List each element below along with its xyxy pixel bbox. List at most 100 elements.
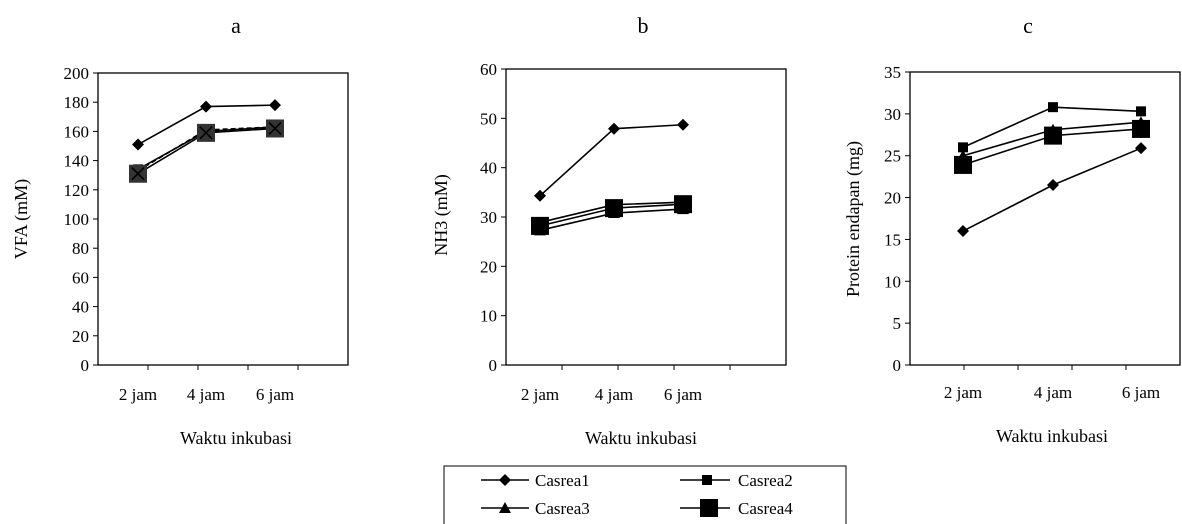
panel-c-x-tick-label: 4 jam [1034, 383, 1072, 402]
panel-a-y-tick-label: 40 [72, 298, 89, 317]
panel-a-point-Casrea1 [269, 99, 281, 112]
panel-b-point-Casrea1 [534, 189, 546, 202]
panel-b-point-Casrea4 [605, 199, 623, 218]
panel-c-y-tick-label: 10 [884, 272, 901, 291]
legend-items: Casrea1 Casrea2 Casrea3 Casrea4 [481, 471, 793, 518]
legend-marker [700, 499, 718, 517]
panel-a-x-tick-label: 4 jam [187, 385, 225, 404]
panel-c-point-Casrea2 [1048, 102, 1058, 113]
panel-b-x-ticks: 2 jam 4 jam 6 jam [521, 365, 731, 404]
panel-c-point-Casrea2 [1136, 106, 1146, 117]
legend-label: Casrea2 [738, 471, 793, 490]
panel-a-cross-marker [199, 126, 213, 140]
panel-c-x-ticks: 2 jam 4 jam 6 jam [944, 365, 1160, 402]
panel-b-y-tick-label: 60 [480, 60, 497, 79]
panel-c-y-tick-label: 15 [884, 230, 901, 249]
panel-c-y-tick-label: 5 [893, 314, 902, 333]
panel-a-cross-marker [268, 121, 282, 136]
panel-c-y-axis-title: Protein endapan (mg) [843, 141, 864, 297]
panel-a-cross-marker [131, 167, 145, 181]
panel-a-line-Casrea3 [137, 126, 276, 172]
panel-b: b 0 10 20 30 40 50 60 2 jam 4 jam 6 jam NH3 (mM)… [431, 13, 787, 448]
panel-c-point-Casrea1 [957, 225, 969, 238]
legend-box [443, 465, 847, 524]
panel-a-letter: a [231, 13, 241, 38]
panel-a-y-tick-label: 100 [64, 210, 90, 229]
panel-a-y-tick-label: 80 [72, 239, 89, 258]
panel-c-plot-frame [909, 71, 1181, 366]
panel-a: a 0 20 40 60 80 100 120 140 160 180 200 2 jam 4 jam… [11, 13, 349, 448]
legend-label: Casrea3 [535, 499, 590, 518]
panel-c-point-Casrea2 [958, 142, 968, 153]
panel-c-y-tick-label: 20 [884, 189, 901, 208]
panel-b-y-ticks: 0 10 20 30 40 50 60 [480, 60, 506, 375]
panel-c-y-tick-label: 25 [884, 147, 901, 166]
panel-c-series-Casrea4 [954, 119, 1150, 174]
legend-entry-Casrea2: Casrea2 [680, 471, 793, 490]
panel-c: c 0 5 10 15 20 25 30 35 2 jam 4 jam 6 jam Protein… [843, 13, 1181, 446]
panel-c-point-Casrea4 [1044, 126, 1062, 145]
panel-b-y-tick-label: 40 [480, 159, 497, 178]
panel-c-x-tick-label: 2 jam [944, 383, 982, 402]
panel-b-y-tick-label: 10 [480, 307, 497, 326]
panel-c-x-tick-label: 6 jam [1122, 383, 1160, 402]
legend-marker [499, 474, 511, 486]
legend: Casrea1 Casrea2 Casrea3 Casrea4 [443, 465, 847, 524]
legend-entry-Casrea3: Casrea3 [481, 499, 590, 518]
panel-b-y-tick-label: 50 [480, 109, 497, 128]
panel-a-y-tick-label: 180 [64, 93, 90, 112]
panel-b-point-Casrea4 [531, 216, 549, 235]
panel-b-y-axis-title: NH3 (mM) [431, 174, 452, 256]
panel-a-y-ticks: 0 20 40 60 80 100 120 140 160 180 200 [64, 64, 98, 375]
panel-a-point-Casrea1 [132, 138, 144, 151]
panel-c-point-Casrea4 [954, 155, 972, 174]
panel-a-y-tick-label: 60 [72, 268, 89, 287]
panel-c-series-Casrea1 [957, 142, 1147, 238]
panel-b-y-tick-label: 0 [489, 356, 498, 375]
panel-a-y-tick-label: 140 [64, 152, 90, 171]
panel-b-y-tick-label: 20 [480, 257, 497, 276]
panel-c-y-tick-label: 0 [893, 356, 902, 375]
panel-a-series-Casrea4 [129, 119, 284, 183]
panel-c-point-Casrea1 [1135, 142, 1147, 155]
panel-b-series [531, 118, 692, 236]
panel-b-series-Casrea4 [531, 195, 692, 235]
legend-label: Casrea4 [738, 499, 793, 518]
panel-b-x-tick-label: 4 jam [595, 385, 633, 404]
panel-a-y-tick-label: 20 [72, 327, 89, 346]
panel-c-y-ticks: 0 5 10 15 20 25 30 35 [884, 63, 910, 375]
panel-a-series-Casrea1 [132, 99, 281, 151]
panel-c-series-Casrea2 [958, 102, 1146, 153]
panel-a-x-axis-title: Waktu inkubasi [180, 428, 292, 448]
panel-a-y-tick-label: 160 [64, 122, 90, 141]
panel-a-x-tick-label: 2 jam [119, 385, 157, 404]
panel-c-x-axis-title: Waktu inkubasi [996, 426, 1108, 446]
panel-b-line-Casrea1 [539, 123, 684, 197]
panel-a-y-tick-label: 200 [64, 64, 90, 83]
legend-marker [499, 502, 511, 513]
panel-b-x-axis-title: Waktu inkubasi [585, 428, 697, 448]
panel-a-y-tick-label: 120 [64, 181, 90, 200]
panel-a-point-Casrea1 [200, 100, 212, 113]
panel-b-x-tick-label: 6 jam [664, 385, 702, 404]
panel-a-y-tick-label: 0 [81, 356, 90, 375]
panel-b-point-Casrea1 [677, 118, 689, 131]
panel-a-x-ticks: 2 jam 4 jam 6 jam [119, 365, 299, 404]
panel-b-point-Casrea1 [608, 122, 620, 135]
panel-b-x-tick-label: 2 jam [521, 385, 559, 404]
panel-b-series-Casrea1 [534, 118, 689, 202]
panel-c-series [954, 102, 1150, 238]
legend-label: Casrea1 [535, 471, 590, 490]
legend-entry-Casrea1: Casrea1 [481, 471, 590, 490]
panel-a-y-axis-title: VFA (mM) [11, 179, 32, 259]
panel-b-point-Casrea4 [674, 195, 692, 214]
panel-c-y-tick-label: 35 [884, 63, 901, 82]
legend-marker [702, 475, 712, 485]
panel-c-point-Casrea1 [1047, 179, 1059, 192]
legend-entry-Casrea4: Casrea4 [680, 499, 793, 518]
panel-c-point-Casrea4 [1132, 119, 1150, 138]
panel-b-letter: b [638, 13, 649, 38]
panel-a-x-tick-label: 6 jam [256, 385, 294, 404]
panel-c-y-tick-label: 30 [884, 105, 901, 124]
